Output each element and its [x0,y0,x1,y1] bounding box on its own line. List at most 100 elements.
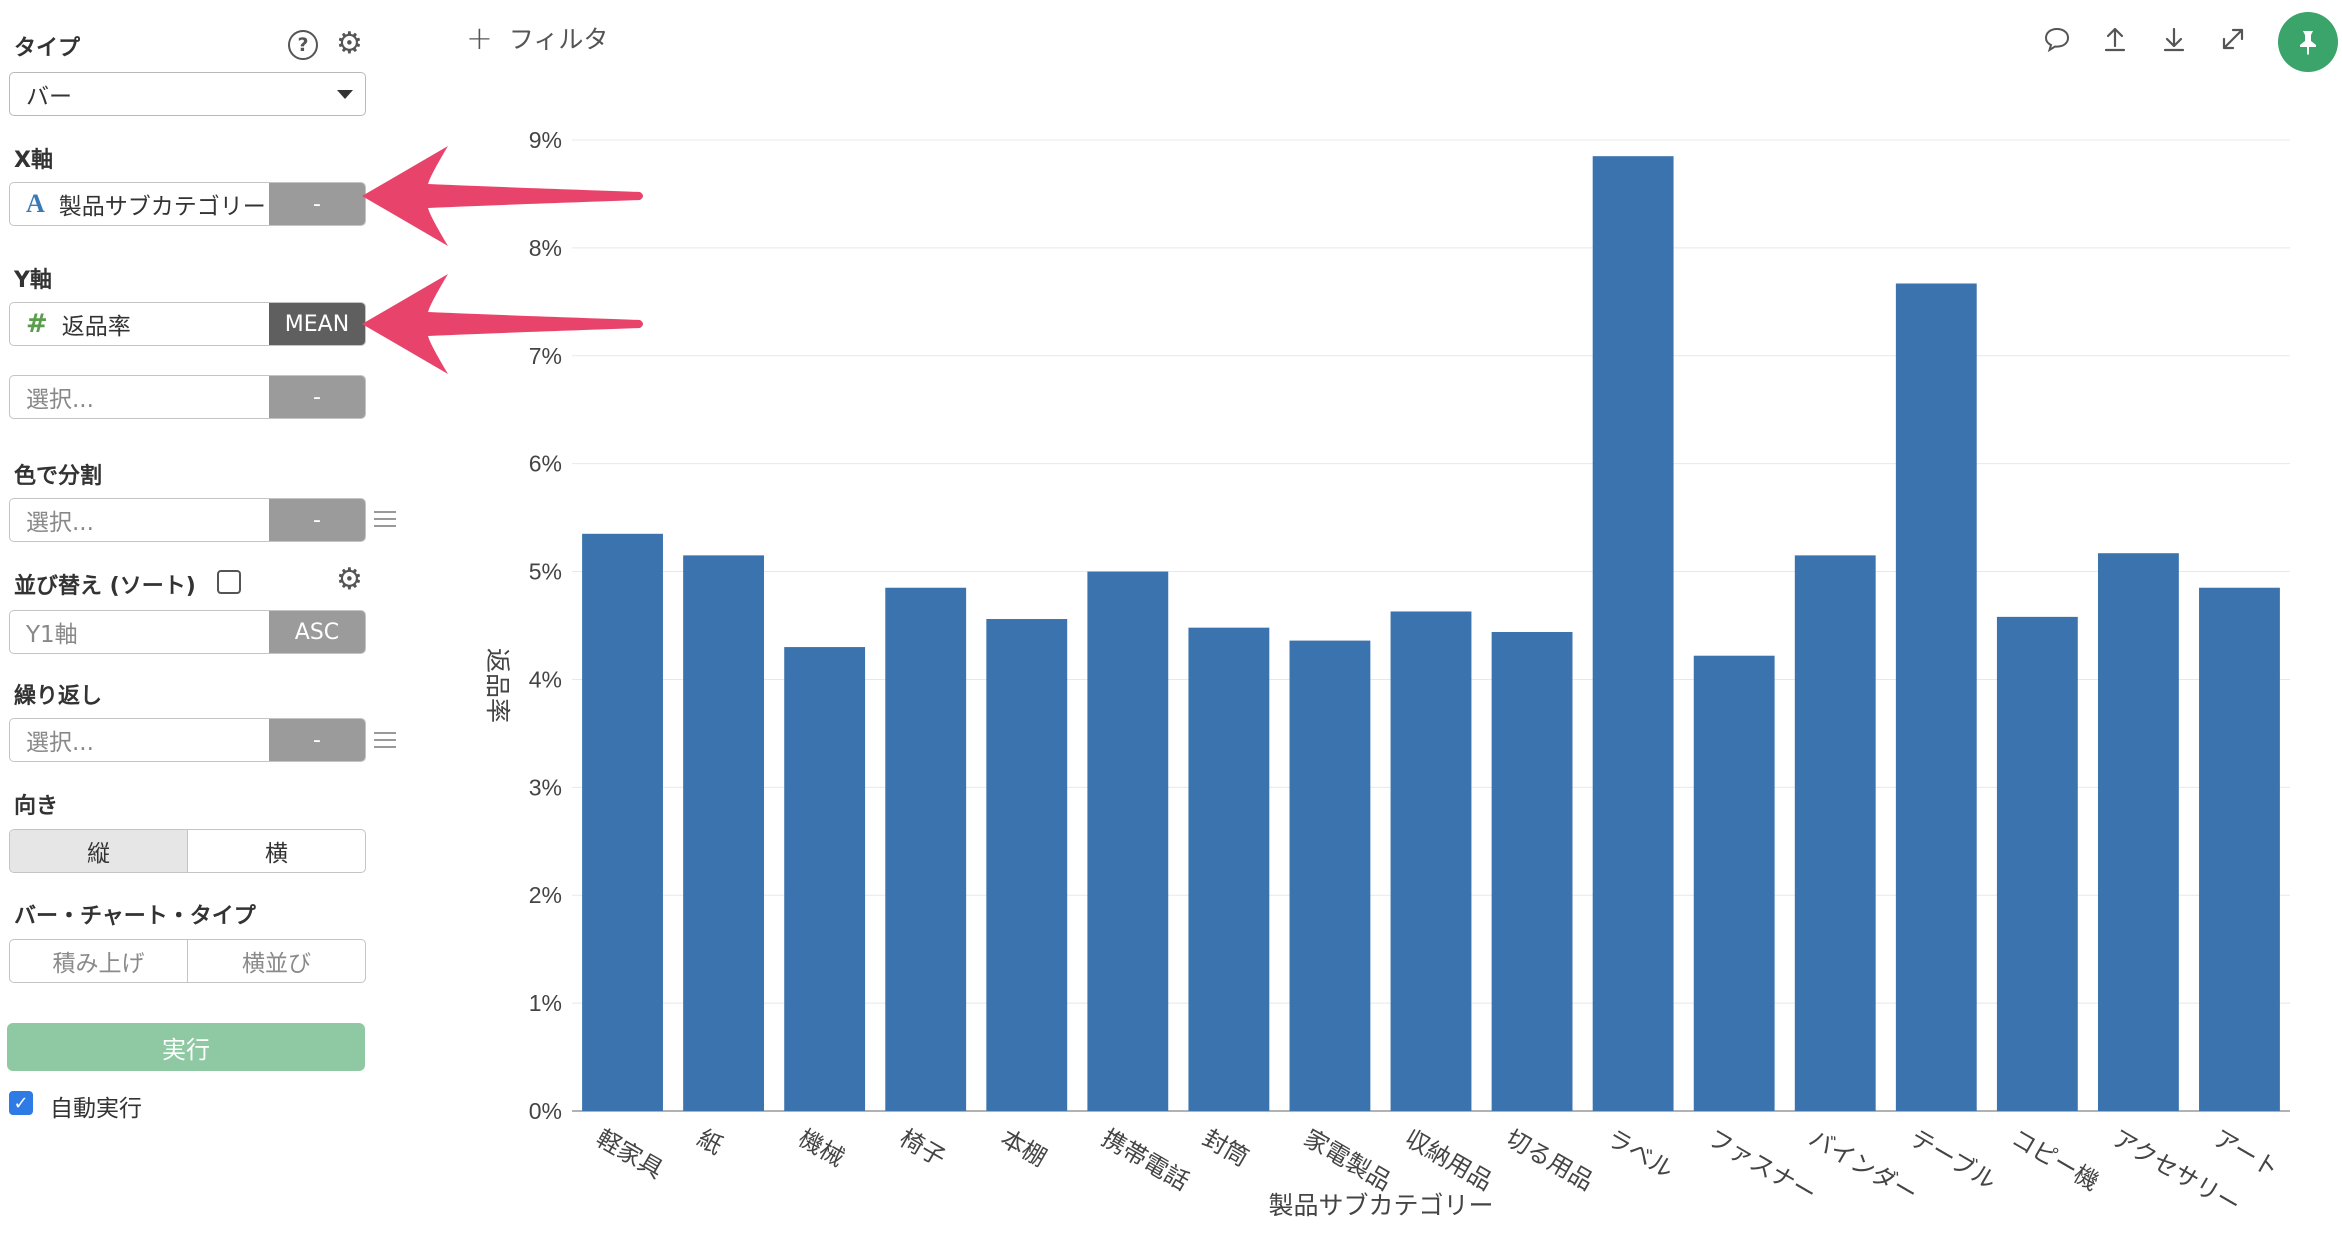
x-axis-annotation-arrow [362,146,643,246]
x-tick-label: 収納用品 [1400,1124,1497,1196]
bar [1996,616,2078,1111]
y-axis-column[interactable]: # 返品率 [10,303,269,345]
y-axis-extra-aggregation-button[interactable]: - [269,376,365,418]
bar-type-stacked[interactable]: 積み上げ [52,951,145,977]
run-button[interactable]: 実行 [7,1023,365,1071]
bar-type-label: バー・チャート・タイプ [14,904,256,929]
bar [582,533,663,1111]
y-tick-label: 7% [529,343,562,369]
chevron-down-icon [337,90,353,99]
gear-icon[interactable]: ⚙ [336,26,363,61]
orientation-vertical[interactable]: 縦 [10,830,187,872]
chart-settings-panel: タイプ ? ⚙ バー X軸 A 製品サブカテゴリー - Y軸 # 返品率 MEA… [0,0,396,1238]
color-split-menu-icon[interactable] [374,511,396,532]
auto-run-checkbox[interactable]: ✓ [9,1091,33,1115]
text-type-icon: A [26,189,45,218]
y-axis-extra-field[interactable]: 選択... - [9,375,366,419]
sort-gear-icon[interactable]: ⚙ [336,562,363,597]
filter-label: フィルタ [508,25,609,54]
sort-checkbox[interactable] [217,570,241,594]
color-split-field[interactable]: 選択... - [9,498,366,542]
y-axis-extra-select[interactable]: 選択... [26,387,94,413]
help-icon[interactable]: ? [288,30,318,60]
x-axis-field[interactable]: A 製品サブカテゴリー - [9,182,366,226]
plus-icon: + [466,19,493,57]
x-axis-label: X軸 [14,148,53,173]
bar [683,555,765,1111]
x-tick-label: 携帯電話 [1097,1124,1194,1196]
sort-column-select[interactable]: Y1軸 [26,622,78,648]
x-tick-label: 椅子 [895,1124,951,1172]
repeat-aggregation-button[interactable]: - [269,719,365,761]
x-axis-column[interactable]: A 製品サブカテゴリー [10,183,269,225]
sort-field[interactable]: Y1軸 ASC [9,610,366,654]
bar-type-toggle: 積み上げ 横並び [9,939,366,983]
type-label: タイプ [14,36,81,61]
auto-run-label: 自動実行 [50,1096,142,1122]
y-tick-label: 2% [529,882,562,908]
chart-type-value: バー [26,84,72,110]
bar [986,619,1068,1111]
x-axis-column-name: 製品サブカテゴリー [58,194,266,220]
x-tick-label: 紙 [693,1124,728,1160]
bar [1693,655,1775,1111]
sort-label: 並び替え (ソート) [14,574,196,599]
y-tick-label: 3% [529,774,562,800]
bar [1188,627,1270,1111]
y-tick-label: 4% [529,666,562,692]
y-tick-label: 5% [529,559,562,585]
x-tick-label: 家電製品 [1299,1124,1396,1196]
bar-type-grouped[interactable]: 横並び [187,940,365,982]
y-axis-aggregation-button[interactable]: MEAN [269,303,365,345]
color-split-aggregation-button[interactable]: - [269,499,365,541]
bar [885,587,967,1111]
x-tick-label: アート [2208,1124,2283,1184]
expand-icon[interactable] [2218,24,2248,54]
y-axis-annotation-arrow [362,274,643,374]
bar [1390,611,1472,1111]
x-tick-label: 本棚 [996,1124,1052,1172]
y-axis-column-name: 返品率 [61,314,131,340]
chart-type-select[interactable]: バー [9,72,366,116]
number-type-icon: # [26,309,48,339]
x-tick-label: 機械 [794,1124,850,1172]
orientation-label: 向き [14,794,59,819]
color-split-select[interactable]: 選択... [26,510,94,536]
y-tick-label: 8% [529,235,562,261]
x-tick-label: ファスナー [1703,1124,1821,1208]
bar [784,647,866,1111]
x-axis-aggregation-button[interactable]: - [269,183,365,225]
y-axis-title: 返品率 [483,648,512,723]
upload-icon[interactable] [2100,24,2130,54]
add-filter-button[interactable]: + フィルタ [466,20,608,56]
y-tick-label: 6% [529,451,562,477]
repeat-label: 繰り返し [14,684,103,709]
bar [2199,587,2280,1111]
comment-icon[interactable] [2042,24,2072,54]
bar [1895,283,1977,1112]
repeat-menu-icon[interactable] [374,732,396,753]
x-tick-label: 軽家具 [592,1124,668,1184]
y-axis-field[interactable]: # 返品率 MEAN [9,302,366,346]
repeat-select[interactable]: 選択... [26,730,94,756]
bar [1289,640,1371,1111]
x-tick-label: コピー機 [2006,1124,2103,1196]
repeat-field[interactable]: 選択... - [9,718,366,762]
bar [1087,571,1169,1111]
orientation-horizontal[interactable]: 横 [187,830,365,872]
pin-button[interactable] [2278,12,2338,72]
y-tick-label: 0% [529,1098,562,1124]
download-icon[interactable] [2159,24,2189,54]
bar [1794,555,1876,1111]
x-tick-label: バインダー [1804,1124,1922,1208]
bar [2097,553,2179,1111]
y-tick-label: 1% [529,990,562,1016]
bar [1491,631,1573,1111]
sort-order-button[interactable]: ASC [269,611,365,653]
x-tick-label: 切る用品 [1501,1124,1598,1196]
y-axis-label: Y軸 [14,268,52,293]
bar [1592,156,1674,1111]
x-tick-label: 封筒 [1198,1124,1254,1172]
x-tick-label: ラベル [1602,1124,1678,1184]
